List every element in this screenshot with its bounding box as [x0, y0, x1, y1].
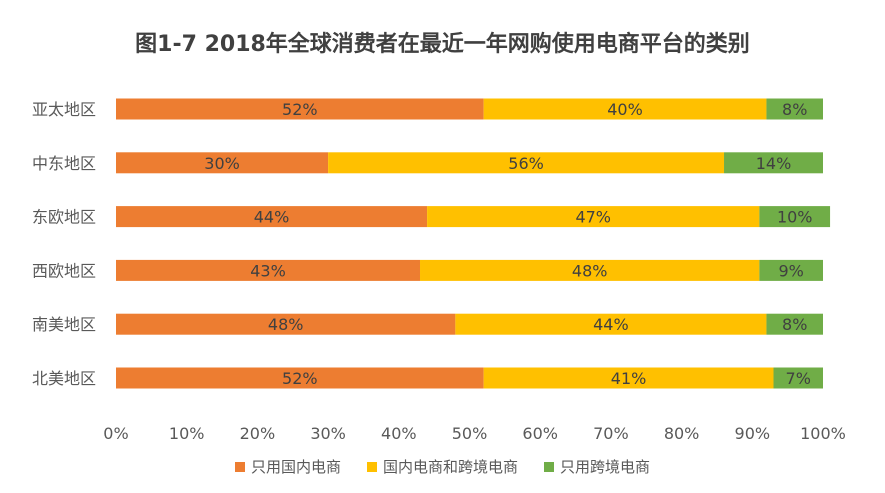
data-label: 8%	[782, 100, 807, 119]
bar-segment	[773, 367, 823, 389]
data-label: 52%	[282, 100, 318, 119]
category-label: 东欧地区	[32, 208, 96, 227]
bar-segment	[759, 259, 823, 281]
legend-label: 国内电商和跨境电商	[383, 458, 518, 476]
data-label: 10%	[777, 208, 813, 227]
bar-segment	[427, 206, 760, 228]
x-tick-label: 10%	[169, 424, 205, 443]
bar-segment	[116, 259, 421, 281]
x-tick-label: 90%	[735, 424, 771, 443]
data-label: 48%	[268, 315, 304, 334]
data-label: 8%	[782, 315, 807, 334]
legend-swatch	[235, 462, 245, 472]
bar-segment	[116, 98, 484, 120]
x-tick-label: 0%	[103, 424, 128, 443]
data-label: 52%	[282, 369, 318, 388]
x-tick-label: 50%	[452, 424, 488, 443]
bar-segment	[766, 313, 823, 335]
bar-segment	[724, 152, 823, 174]
legend-label: 只用国内电商	[251, 458, 341, 476]
data-label: 7%	[786, 369, 811, 388]
legend-label: 只用跨境电商	[560, 458, 650, 476]
bar-segment	[483, 98, 767, 120]
legend-swatch	[367, 462, 377, 472]
data-label: 9%	[778, 261, 803, 280]
category-label: 西欧地区	[32, 261, 96, 280]
data-label: 48%	[572, 261, 608, 280]
bar-segment	[116, 152, 329, 174]
data-label: 40%	[607, 100, 643, 119]
category-label: 北美地区	[32, 369, 96, 388]
category-label: 南美地区	[32, 315, 96, 334]
x-tick-label: 40%	[381, 424, 417, 443]
bar-segment	[766, 98, 823, 120]
bar-segment	[420, 259, 760, 281]
x-tick-label: 70%	[593, 424, 629, 443]
bar-segment	[455, 313, 767, 335]
chart-title: 图1-7 2018年全球消费者在最近一年网购使用电商平台的类别	[135, 32, 750, 57]
data-label: 41%	[611, 369, 647, 388]
bar-segment	[116, 313, 456, 335]
x-tick-label: 60%	[522, 424, 558, 443]
bar-segment	[759, 206, 831, 228]
bar-segment	[483, 367, 774, 389]
data-label: 56%	[508, 154, 544, 173]
bar-segment	[116, 206, 428, 228]
category-label: 亚太地区	[32, 100, 96, 119]
x-tick-label: 100%	[800, 424, 846, 443]
data-label: 43%	[250, 261, 286, 280]
bar-segment	[328, 152, 725, 174]
category-label: 中东地区	[32, 154, 96, 173]
data-label: 47%	[575, 208, 611, 227]
x-tick-label: 30%	[310, 424, 346, 443]
x-tick-label: 80%	[664, 424, 700, 443]
x-tick-label: 20%	[240, 424, 276, 443]
data-label: 44%	[254, 208, 290, 227]
bar-segment	[116, 367, 484, 389]
data-label: 44%	[593, 315, 629, 334]
data-label: 30%	[204, 154, 240, 173]
legend-swatch	[544, 462, 554, 472]
data-label: 14%	[756, 154, 792, 173]
